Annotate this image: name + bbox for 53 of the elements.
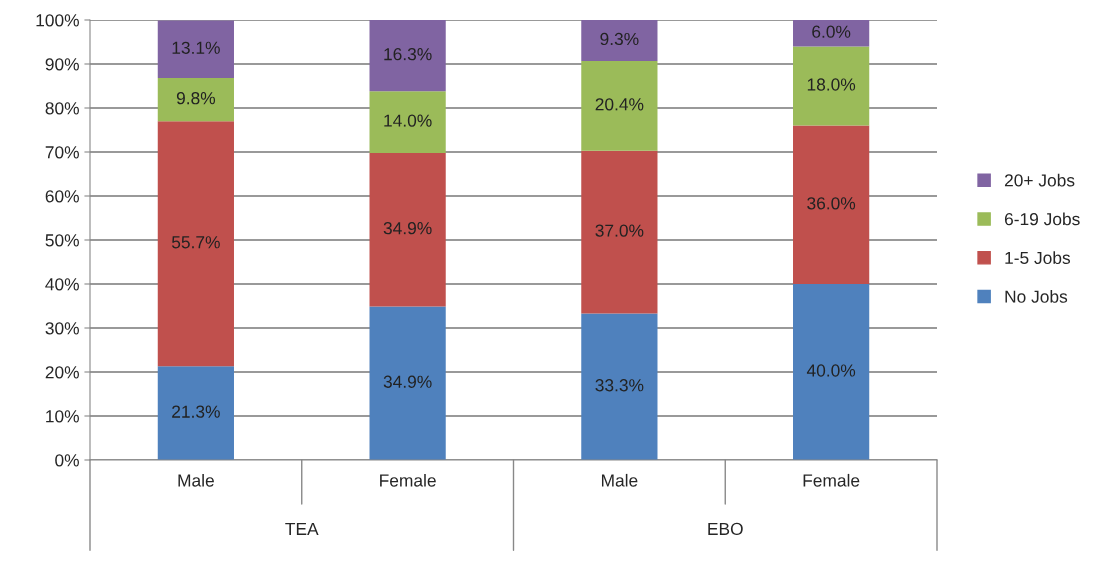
data-label: 18.0% — [807, 78, 856, 91]
data-label: 13.1% — [172, 41, 220, 54]
data-label: 6.0% — [812, 25, 851, 38]
bar — [793, 284, 870, 460]
data-label: 21.3% — [172, 405, 220, 418]
data-label: 33.3% — [595, 379, 644, 392]
y-tick-label: 80% — [45, 102, 79, 115]
y-tick-label: 20% — [45, 366, 79, 379]
legend-label: No Jobs — [1005, 290, 1068, 303]
data-label: 55.7% — [171, 236, 220, 249]
data-label: 9.3% — [600, 32, 639, 46]
data-label: 34.9% — [383, 375, 432, 388]
y-tick-label: 40% — [45, 278, 79, 291]
bar — [581, 150, 658, 314]
legend-label: 1-5 Jobs — [1005, 251, 1071, 265]
x-tick-label: Male — [601, 473, 638, 487]
bar — [369, 91, 446, 153]
bar — [793, 125, 870, 284]
data-label: 16.3% — [384, 48, 432, 61]
legend-label: 20+ Jobs — [1004, 173, 1075, 187]
bar — [581, 20, 658, 61]
y-tick-label: 60% — [45, 190, 79, 203]
data-label: 36.0% — [807, 197, 856, 210]
y-tick-label: 50% — [45, 234, 79, 247]
y-tick-label: 10% — [46, 410, 79, 423]
bar — [157, 121, 234, 367]
data-label: 37.0% — [595, 224, 644, 237]
text: EBO — [708, 522, 743, 536]
data-label: 14.0% — [384, 114, 432, 127]
bar — [157, 20, 234, 79]
x-tick-label: Female — [803, 473, 860, 487]
legend-label: 6-19 Jobs — [1004, 212, 1080, 226]
x-tick-label: Male — [178, 473, 214, 487]
bar — [157, 78, 234, 122]
bar — [793, 46, 870, 126]
y-tick-label: 100% — [36, 14, 79, 27]
data-label: 40.0% — [806, 364, 856, 377]
bar — [369, 306, 446, 460]
text: TEA — [285, 522, 319, 535]
bar — [793, 20, 870, 47]
y-tick-label: 70% — [45, 146, 79, 159]
bar — [369, 152, 446, 307]
y-tick-label: 0% — [55, 454, 79, 467]
data-label: 9.8% — [176, 92, 216, 105]
bar — [581, 60, 658, 151]
bar — [581, 313, 658, 460]
data-label: 34.9% — [383, 222, 432, 235]
bar — [369, 20, 446, 92]
y-tick-label: 30% — [45, 322, 79, 335]
data-label: 20.4% — [595, 98, 644, 111]
bar — [157, 366, 234, 460]
y-tick-label: 90% — [45, 58, 79, 71]
x-tick-label: Female — [380, 473, 436, 487]
